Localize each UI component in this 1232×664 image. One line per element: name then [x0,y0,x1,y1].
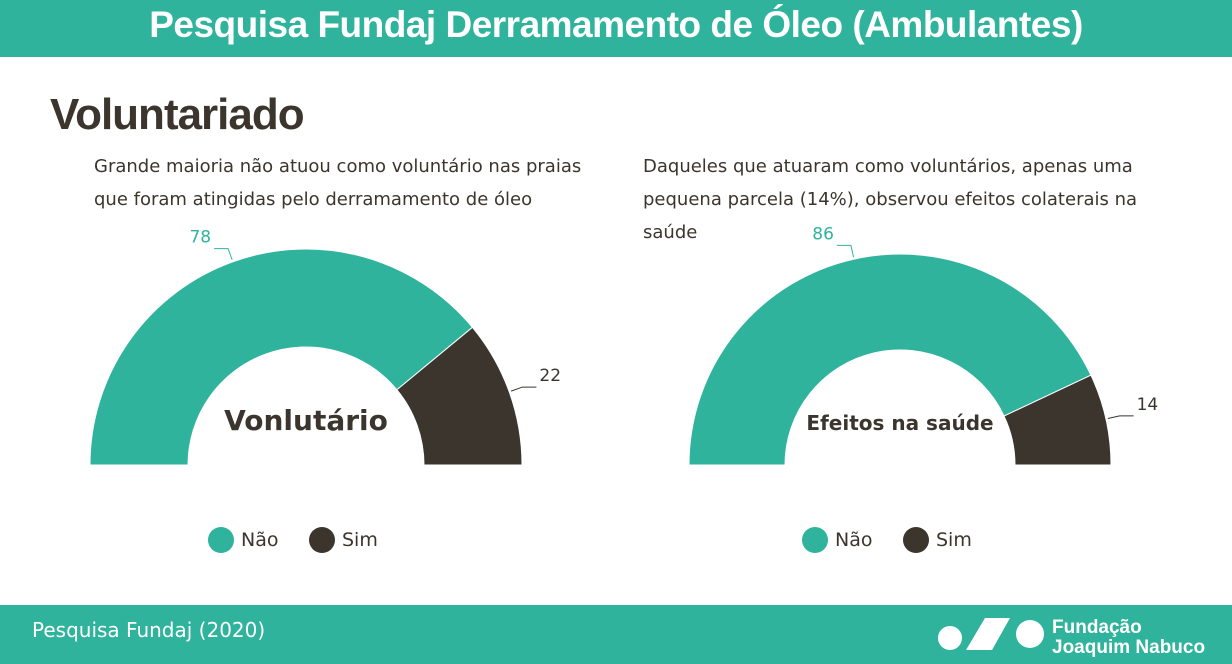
header-bar [0,0,1232,57]
leader-line [1107,415,1134,420]
arc-segment [89,248,474,466]
page-title: Pesquisa Fundaj Derramamento de Óleo (Am… [149,4,1083,45]
section-title: Voluntariado [50,90,305,139]
legend-label: Sim [342,529,378,551]
legend-swatch [903,527,929,553]
chart-subtitle: Daqueles que atuaram como voluntários, a… [643,156,1138,243]
legend-label: Não [241,529,278,551]
data-label: 14 [1137,395,1159,415]
chart-subtitle: Grande maioria não atuou como voluntário… [94,156,582,210]
leader-line [510,386,537,392]
legend-swatch [802,527,828,553]
legend-label: Sim [936,529,972,551]
data-label: 86 [812,224,834,244]
footer-source: Pesquisa Fundaj (2020) [32,618,266,642]
legend-swatch [309,527,335,553]
arc-segment [1003,374,1112,466]
data-label: 78 [189,228,211,248]
logo-text: Fundação [1052,617,1142,638]
legend-label: Não [835,529,872,551]
leader-line [836,244,855,258]
arc-segment [688,253,1092,466]
arc-segment [396,326,523,466]
logo-mark [938,618,1044,650]
leader-line [214,248,233,261]
center-label: Vonlutário [224,404,388,437]
logo-text: Joaquim Nabuco [1052,637,1206,658]
legend-swatch [208,527,234,553]
data-label: 22 [539,366,561,386]
center-label: Efeitos na saúde [806,411,993,435]
